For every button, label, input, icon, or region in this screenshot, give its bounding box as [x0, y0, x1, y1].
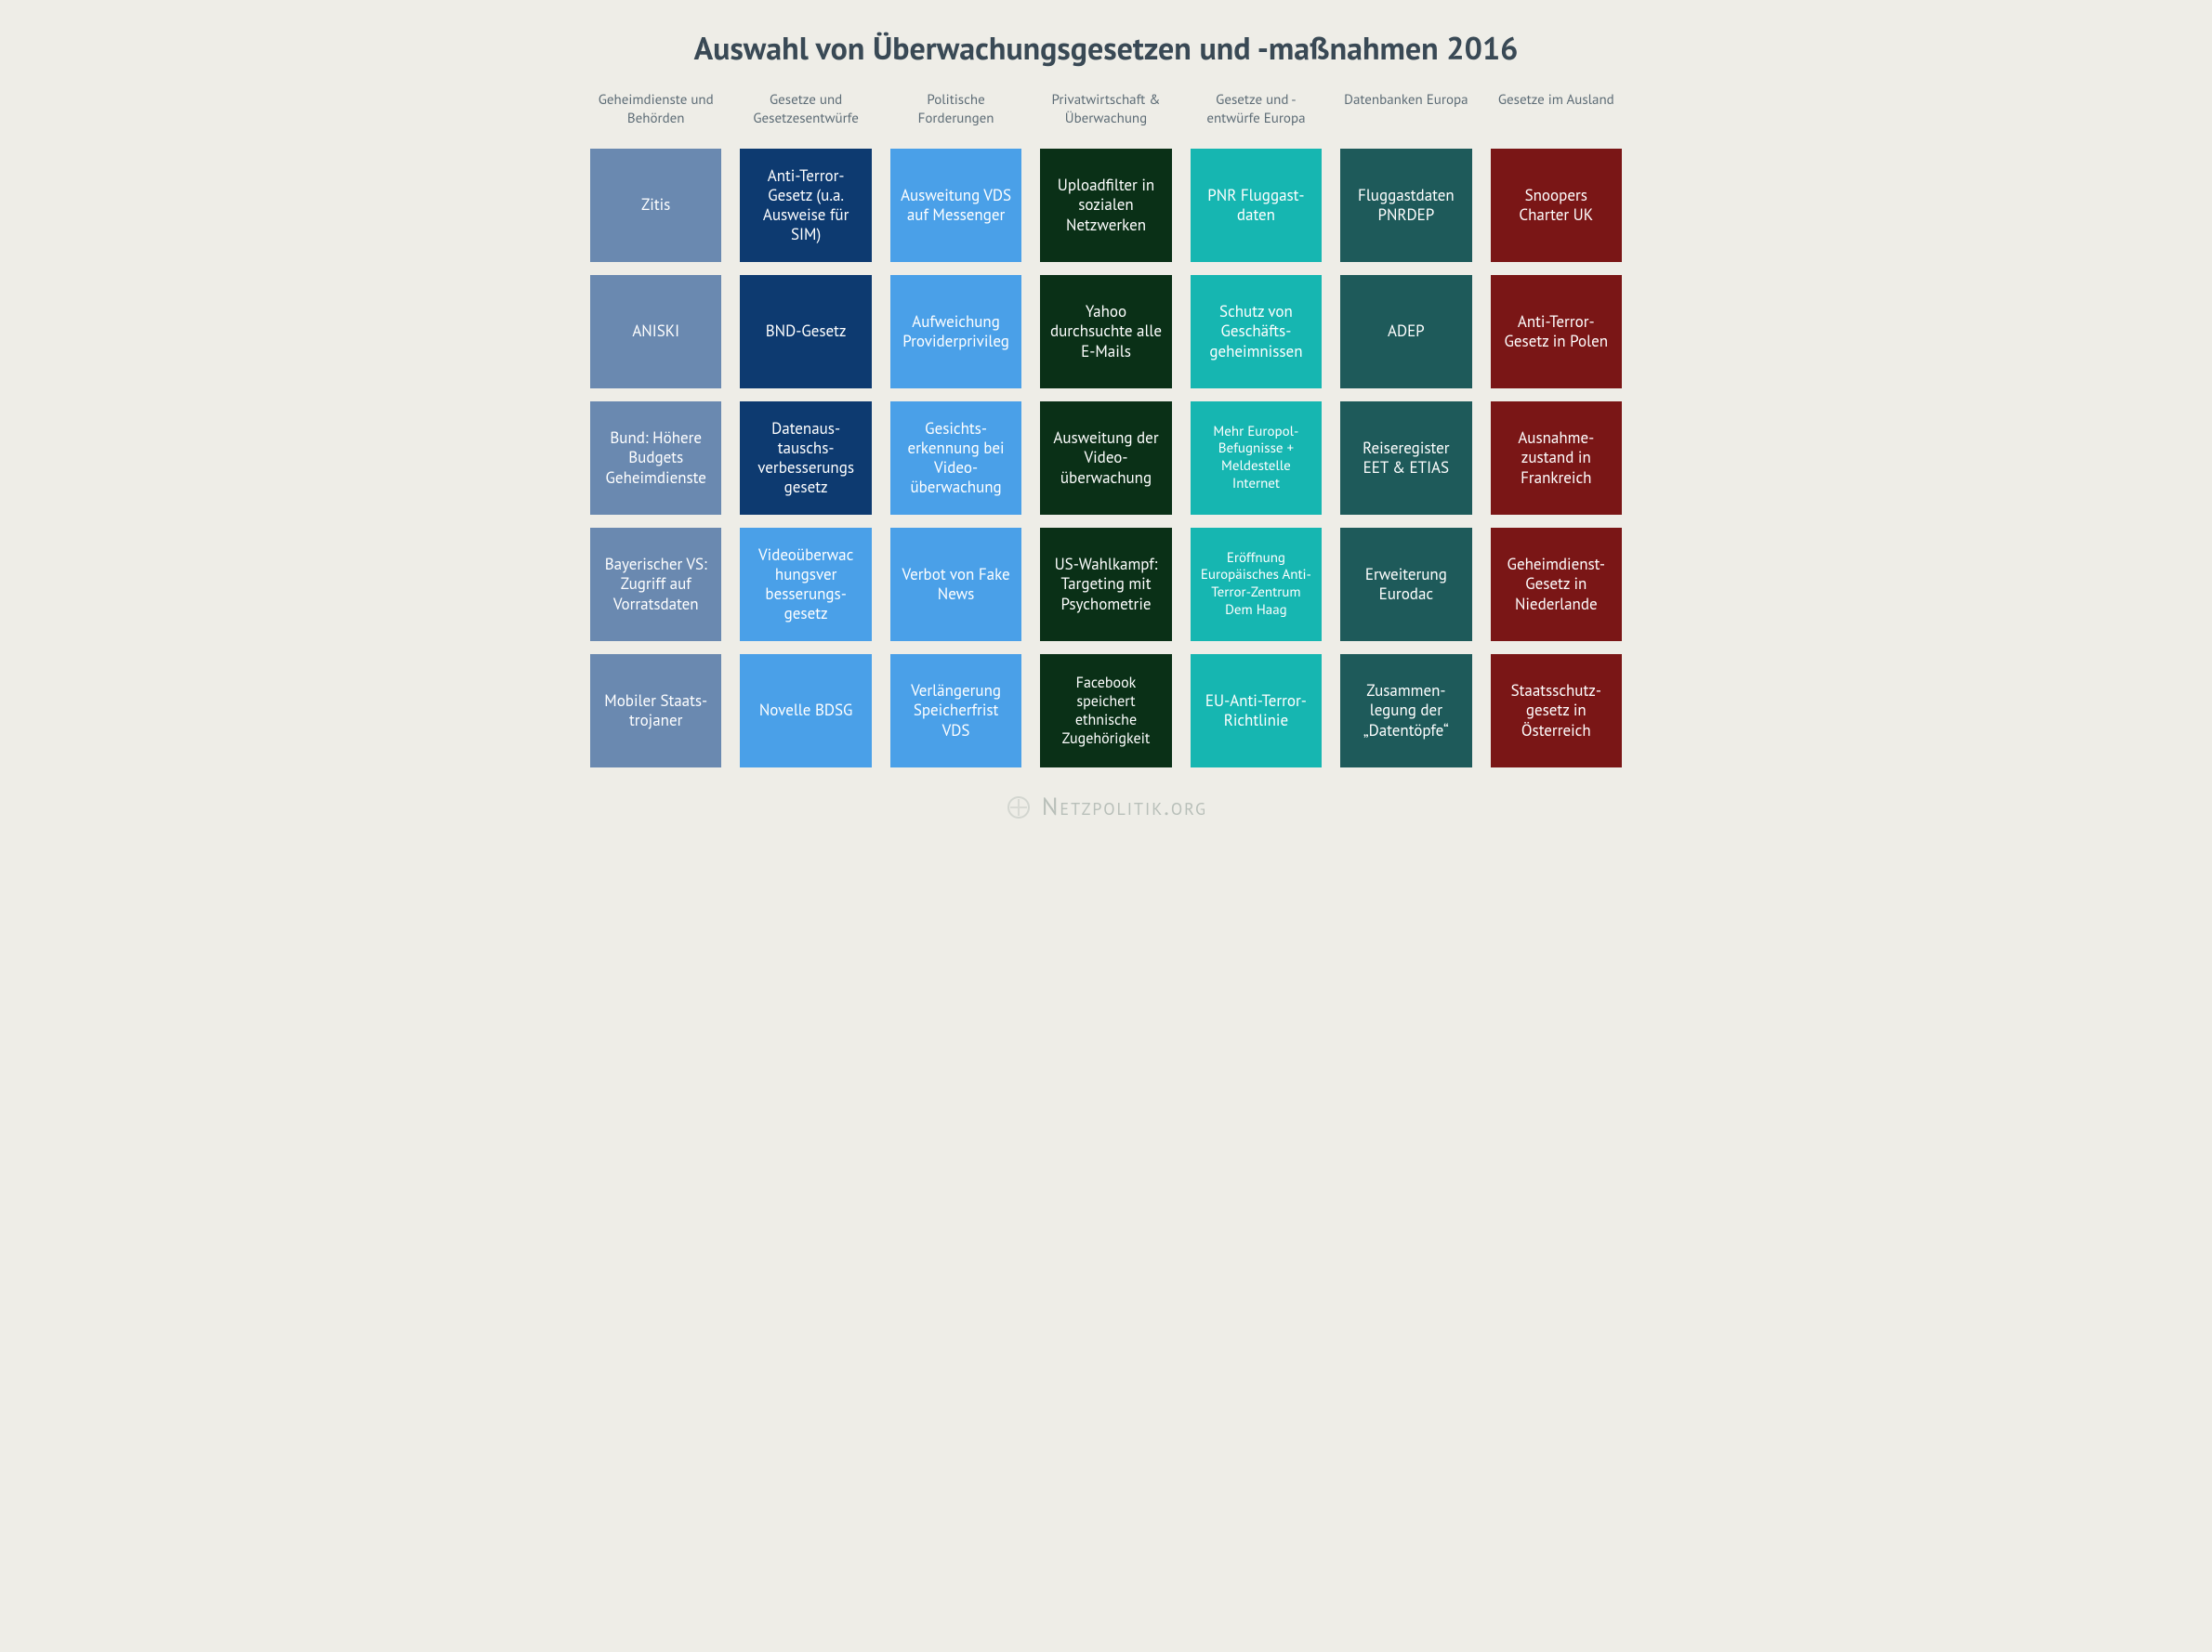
cell: Anti-Terror-Gesetz (u.a. Ausweise für SI… [740, 149, 871, 262]
cell: Fluggast­daten PNRDEP [1340, 149, 1471, 262]
cell: Bund: Höhere Budgets Geheim­dienste [590, 401, 721, 515]
column: Fluggast­daten PNRDEP ADEP Reiseregister E… [1340, 149, 1471, 767]
cell: Uploadfilter in sozialen Netzwerken [1040, 149, 1171, 262]
cell: Bayerischer VS: Zugriff auf Vorratsdaten [590, 528, 721, 641]
cell: Ausweitung der Video­überwachung [1040, 401, 1171, 515]
cell: ANISKI [590, 275, 721, 388]
cell: Eröffnung Europäisches Anti-Terror-Zentr… [1191, 528, 1322, 641]
cell: Zusammen­legung der „Datentöpfe“ [1340, 654, 1471, 767]
cell: Facebook speichert ethnische Zugehörigke… [1040, 654, 1171, 767]
globe-icon [1005, 793, 1033, 821]
cell: Geheimdienst-Gesetz in Niederlande [1491, 528, 1622, 641]
cell: Mobiler Staats­trojaner [590, 654, 721, 767]
column: Ausweitung VDS auf Messenger Aufweichung … [890, 149, 1021, 767]
page-title: Auswahl von Überwachungsgesetzen und -ma… [590, 28, 1622, 69]
cell: Ausweitung VDS auf Messenger [890, 149, 1021, 262]
column: PNR Fluggast­daten Schutz von Geschäfts­g… [1191, 149, 1322, 767]
col-header: Gesetze im Ausland [1491, 91, 1622, 128]
footer-attribution: Netzpolitik.org [590, 792, 1622, 822]
col-header: Politische Forderungen [890, 91, 1021, 128]
column: Zitis ANISKI Bund: Höhere Budgets Geheim­d… [590, 149, 721, 767]
cell: Videoüberwac hungsver besserungs­gesetz [740, 528, 871, 641]
cell: Verbot von Fake News [890, 528, 1021, 641]
cell: Snoopers Charter UK [1491, 149, 1622, 262]
col-header: Datenbanken Europa [1340, 91, 1471, 128]
cell: BND-Gesetz [740, 275, 871, 388]
cell: Reiseregister EET & ETIAS [1340, 401, 1471, 515]
cell: Zitis [590, 149, 721, 262]
infographic-canvas: Auswahl von Überwachungsgesetzen und -ma… [553, 0, 1659, 841]
col-header: Gesetze und -entwürfe Europa [1191, 91, 1322, 128]
cells-grid: Zitis ANISKI Bund: Höhere Budgets Geheim­d… [590, 149, 1622, 767]
cell: Schutz von Geschäfts­geheim­nissen [1191, 275, 1322, 388]
header-row: Geheimdienste und Behörden Gesetze und G… [590, 91, 1622, 149]
cell: Erweiterung Eurodac [1340, 528, 1471, 641]
cell: US-Wahlkampf: Targeting mit Psychometrie [1040, 528, 1171, 641]
footer-text: Netzpolitik.org [1042, 792, 1207, 822]
cell: Gesichts­erkennung bei Video­überwachung [890, 401, 1021, 515]
col-header: Geheimdienste und Behörden [590, 91, 721, 128]
cell: Novelle BDSG [740, 654, 871, 767]
cell: PNR Fluggast­daten [1191, 149, 1322, 262]
column: Uploadfilter in sozialen Netzwerken Yahoo… [1040, 149, 1171, 767]
cell: Datenaus­tauschs­verbesserungs gesetz [740, 401, 871, 515]
col-header: Privatwirtschaft & Überwachung [1040, 91, 1171, 128]
cell: Yahoo durchsuchte alle E-Mails [1040, 275, 1171, 388]
col-header: Gesetze und Gesetzesentwürfe [740, 91, 871, 128]
cell: Ausnahme­zustand in Frankreich [1491, 401, 1622, 515]
column: Anti-Terror-Gesetz (u.a. Ausweise für SI… [740, 149, 871, 767]
cell: EU-Anti-Terror-Richtlinie [1191, 654, 1322, 767]
cell: Verlängerung Speicherfrist VDS [890, 654, 1021, 767]
cell: Staatsschutz­gesetz in Österreich [1491, 654, 1622, 767]
column: Snoopers Charter UK Anti-Terror-Gesetz in… [1491, 149, 1622, 767]
cell: Anti-Terror-Gesetz in Polen [1491, 275, 1622, 388]
cell: Mehr Europol-Befugnisse + Meldestelle In… [1191, 401, 1322, 515]
cell: Aufweichung Provider­privileg [890, 275, 1021, 388]
cell: ADEP [1340, 275, 1471, 388]
